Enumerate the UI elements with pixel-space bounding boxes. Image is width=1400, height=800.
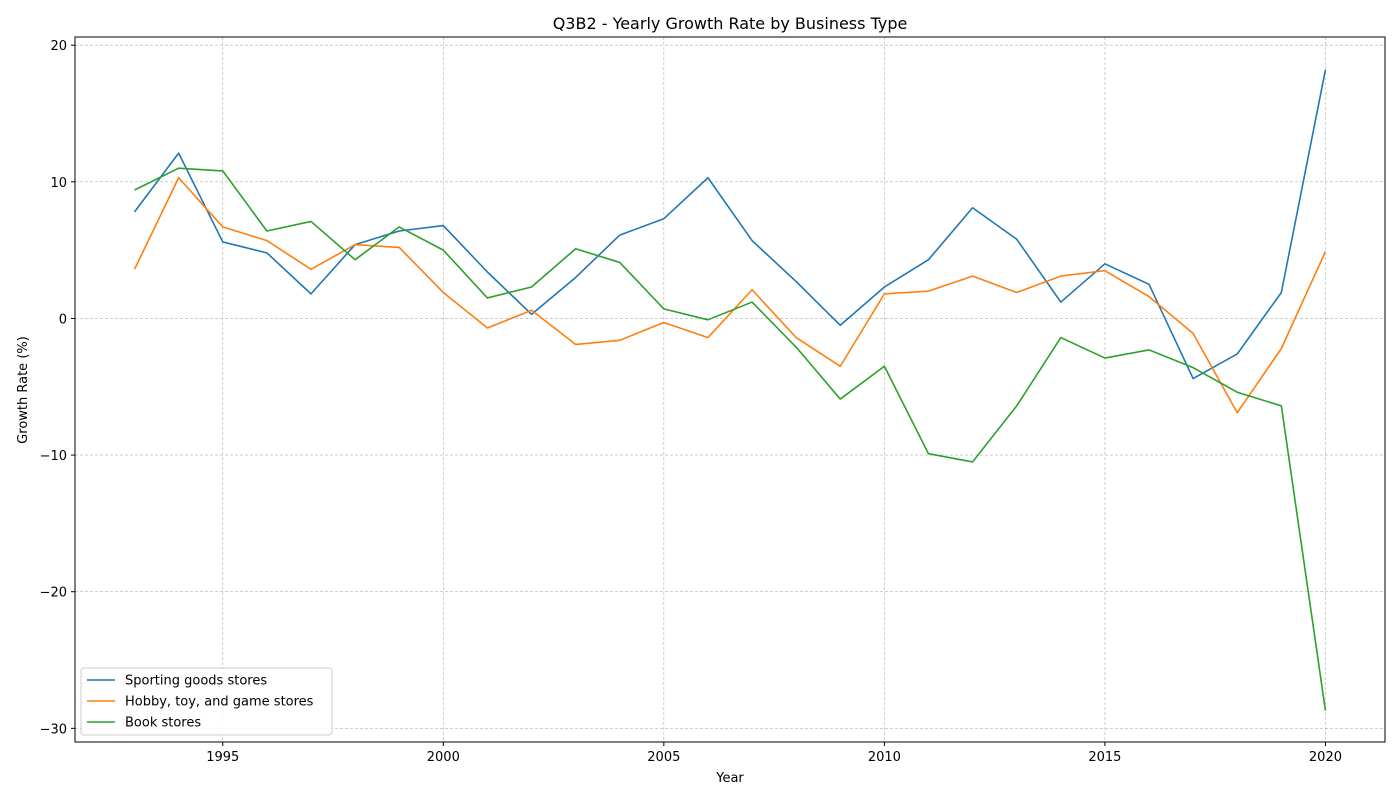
x-tick-label: 2000 — [427, 750, 460, 765]
series-lines — [133, 69, 1327, 711]
x-tick-label: 2020 — [1309, 750, 1342, 765]
x-tick-label: 2005 — [647, 750, 680, 765]
y-tick-label: −20 — [40, 586, 67, 601]
x-tick-label: 2010 — [868, 750, 901, 765]
legend-label: Hobby, toy, and game stores — [125, 695, 314, 710]
y-tick-label: 0 — [59, 312, 67, 327]
legend-label: Sporting goods stores — [125, 674, 267, 689]
series-line-1 — [133, 69, 1327, 380]
x-axis-label: Year — [715, 771, 744, 786]
y-tick-label: 20 — [50, 39, 67, 54]
y-tick-label: −10 — [40, 449, 67, 464]
chart-title: Q3B2 - Yearly Growth Rate by Business Ty… — [553, 14, 908, 33]
axis-ticks: 1995 2000 2005 2010 2015 2020 −30 −20 −10 0 10 20 — [40, 39, 1342, 765]
legend-box — [80, 667, 333, 736]
plot-frame — [74, 36, 1386, 743]
x-tick-label: 1995 — [206, 750, 239, 765]
y-tick-label: 10 — [50, 176, 67, 191]
grid — [75, 37, 1385, 742]
legend: Sporting goods stores Hobby, toy, and gam… — [80, 667, 333, 736]
series-line-3 — [134, 167, 1327, 711]
x-tick-label: 2015 — [1088, 750, 1121, 765]
y-tick-label: −30 — [40, 722, 67, 737]
y-axis-label: Growth Rate (%) — [16, 336, 31, 444]
legend-label: Book stores — [125, 716, 201, 731]
series-line-2 — [133, 176, 1327, 414]
